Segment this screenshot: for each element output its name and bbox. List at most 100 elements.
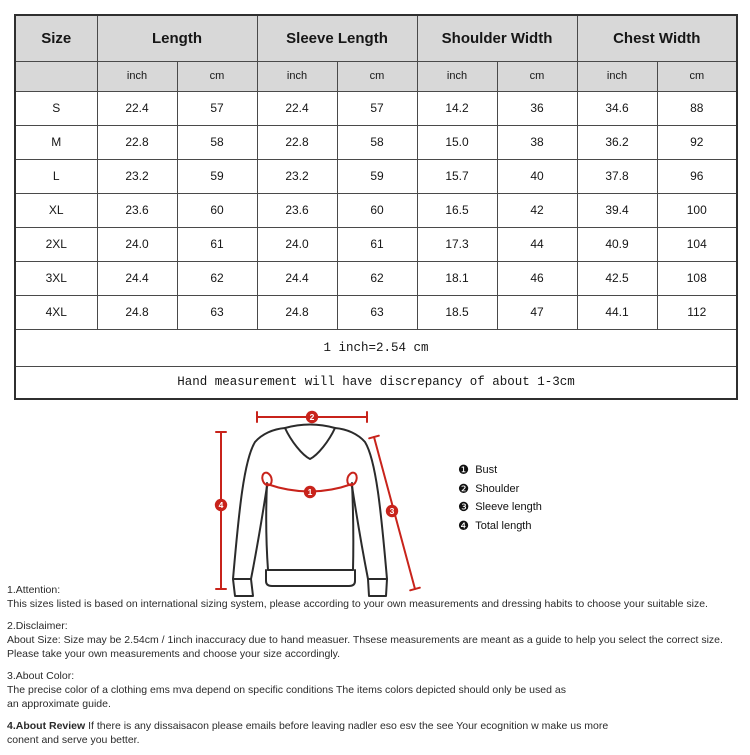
table-body: S 22.4 57 22.4 57 14.2 36 34.6 88 M 22.8… [14,90,738,330]
column-header-chest-width: Chest Width [576,14,738,62]
left-sleeve-inner [250,485,268,580]
chest-inch-cell: 34.6 [576,90,658,126]
size-chart-table: Size Length Sleeve Length Shoulder Width… [14,14,739,400]
table-row: S 22.4 57 22.4 57 14.2 36 34.6 88 [14,90,738,126]
left-cuff [232,578,254,597]
unit-header: inch [416,60,498,92]
size-label-cell: 2XL [14,226,98,262]
hand-measurement-row: Hand measurement will have discrepancy o… [14,365,738,400]
size-label-cell: L [14,158,98,194]
measurement-lines [215,411,421,592]
unit-header: cm [496,60,578,92]
unit-header-empty [14,60,98,92]
sleeve-cm-cell: 60 [336,192,418,228]
length-inch-cell: 24.8 [96,294,178,330]
length-cm-cell: 60 [176,192,258,228]
marker-3-circle [385,504,399,518]
about-review-line1: 4.About Review If there is any dissaisac… [7,719,749,733]
unit-header: inch [256,60,338,92]
size-label-cell: 4XL [14,294,98,330]
sweater-outline [232,423,388,597]
shoulder-inch-cell: 18.5 [416,294,498,330]
chest-cm-cell: 88 [656,90,738,126]
length-cm-cell: 62 [176,260,258,296]
about-color-text-line2: an approximate guide. [7,698,111,710]
length-inch-cell: 23.6 [96,192,178,228]
length-cm-cell: 57 [176,90,258,126]
column-header-length: Length [96,14,258,62]
total-length-measure-ticks [215,431,227,590]
table-row: 2XL 24.0 61 24.0 61 17.3 44 40.9 104 [14,226,738,262]
left-sleeve-outer [232,427,286,580]
body-left-side [265,482,269,571]
legend-label: Bust [475,464,498,477]
legend-item: ❶ Bust [458,461,542,480]
attention-section: 1.Attention: This sizes listed is based … [7,583,749,611]
about-review-line2: conent and serve you better. [7,734,140,746]
unit-header: cm [176,60,258,92]
marker-2-circle [305,410,319,424]
numbered-circle-icon: ❸ [458,499,470,514]
chest-inch-cell: 37.8 [576,158,658,194]
chest-cm-cell: 104 [656,226,738,262]
marker-2-number: 2 [310,412,315,422]
collar-top-line [284,423,336,429]
right-sleeve-outer [334,427,388,580]
sleeve-inch-cell: 24.8 [256,294,338,330]
sleeve-measure-ticks [368,434,421,592]
chest-inch-cell: 44.1 [576,294,658,330]
chest-inch-cell: 39.4 [576,192,658,228]
table-row: XL 23.6 60 23.6 60 16.5 42 39.4 100 [14,192,738,228]
numbered-circle-icon: ❶ [458,462,470,477]
legend-item: ❷ Shoulder [458,480,542,499]
table-unit-row: inch cm inch cm inch cm inch cm [14,60,738,92]
shoulder-cm-cell: 42 [496,192,578,228]
sleeve-cm-cell: 59 [336,158,418,194]
shoulder-inch-cell: 15.0 [416,124,498,160]
about-review-section: 4.About Review If there is any dissaisac… [7,719,749,747]
sleeve-inch-cell: 23.2 [256,158,338,194]
sleeve-inch-cell: 24.4 [256,260,338,296]
legend-item: ❹ Total length [458,517,542,536]
about-color-text-line1: The precise color of a clothing ems mva … [7,684,566,696]
unit-header: inch [96,60,178,92]
unit-header: cm [656,60,738,92]
sleeve-cm-cell: 58 [336,124,418,160]
shoulder-inch-cell: 17.3 [416,226,498,262]
shoulder-cm-cell: 44 [496,226,578,262]
size-label-cell: 3XL [14,260,98,296]
legend-item: ❸ Sleeve length [458,498,542,517]
chest-cm-cell: 92 [656,124,738,160]
length-cm-cell: 58 [176,124,258,160]
shoulder-inch-cell: 18.1 [416,260,498,296]
table-row: 3XL 24.4 62 24.4 62 18.1 46 42.5 108 [14,260,738,296]
chest-inch-cell: 36.2 [576,124,658,160]
sleeve-cm-cell: 62 [336,260,418,296]
length-inch-cell: 22.8 [96,124,178,160]
marker-4-number: 4 [219,500,224,510]
chest-cm-cell: 112 [656,294,738,330]
table-row: L 23.2 59 23.2 59 15.7 40 37.8 96 [14,158,738,194]
shoulder-measure-ticks [256,411,368,423]
chest-cm-cell: 96 [656,158,738,194]
legend-label: Sleeve length [475,501,542,514]
marker-4-circle [214,498,228,512]
table-row: M 22.8 58 22.8 58 15.0 38 36.2 92 [14,124,738,160]
v-neck-line [284,427,336,460]
bust-right-loop [346,471,358,487]
shoulder-inch-cell: 16.5 [416,192,498,228]
marker-3-number: 3 [390,506,395,516]
size-label-cell: XL [14,192,98,228]
inch-conversion-note: 1 inch=2.54 cm [14,328,738,367]
unit-header: cm [336,60,418,92]
chest-inch-cell: 42.5 [576,260,658,296]
right-sleeve-inner [351,485,369,580]
marker-1-number: 1 [308,487,313,497]
length-cm-cell: 63 [176,294,258,330]
chest-cm-cell: 100 [656,192,738,228]
sleeve-cm-cell: 63 [336,294,418,330]
sleeve-inch-cell: 22.8 [256,124,338,160]
sleeve-cm-cell: 57 [336,90,418,126]
measurement-markers: 2 1 3 4 [214,410,399,518]
